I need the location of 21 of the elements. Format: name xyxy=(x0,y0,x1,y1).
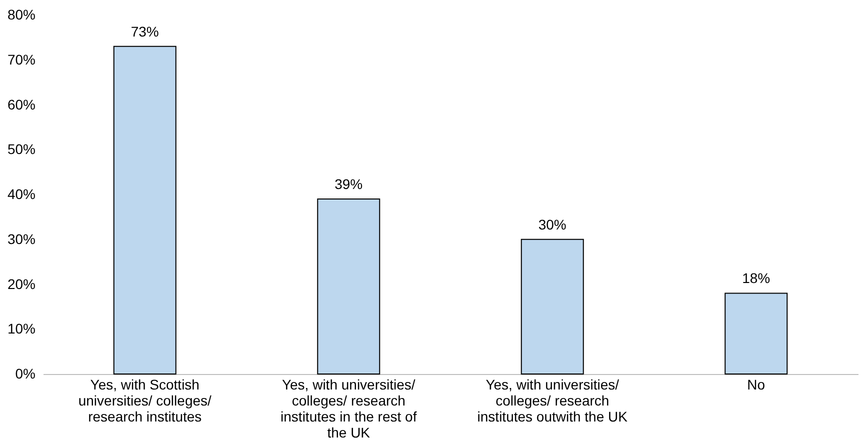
bar xyxy=(724,292,788,374)
y-tick-label: 40% xyxy=(7,186,36,202)
y-tick-label: 30% xyxy=(7,230,36,247)
bar xyxy=(113,46,176,374)
y-tick-label: 20% xyxy=(7,276,36,292)
bar xyxy=(520,238,584,374)
x-tick-label: Yes, with universities/ colleges/ research institutes outwith the UK xyxy=(477,376,628,424)
y-tick-label: 0% xyxy=(15,366,36,382)
data-label: 18% xyxy=(742,270,770,286)
y-tick-label: 70% xyxy=(7,51,36,68)
x-tick-label: Yes, with Scottish universities/ colleges/ research institutes xyxy=(78,376,212,424)
data-label: 30% xyxy=(538,216,566,232)
y-tick-label: 60% xyxy=(7,96,36,112)
x-tick-label: No xyxy=(747,376,766,392)
x-tick-label: Yes, with universities/ colleges/ research institutes in the rest of the UK xyxy=(280,376,417,440)
bar xyxy=(317,198,380,374)
y-tick-label: 50% xyxy=(7,141,36,158)
data-label: 73% xyxy=(130,23,159,40)
data-label: 39% xyxy=(334,176,363,192)
y-tick-label: 80% xyxy=(7,6,36,22)
y-tick-label: 10% xyxy=(7,320,36,337)
